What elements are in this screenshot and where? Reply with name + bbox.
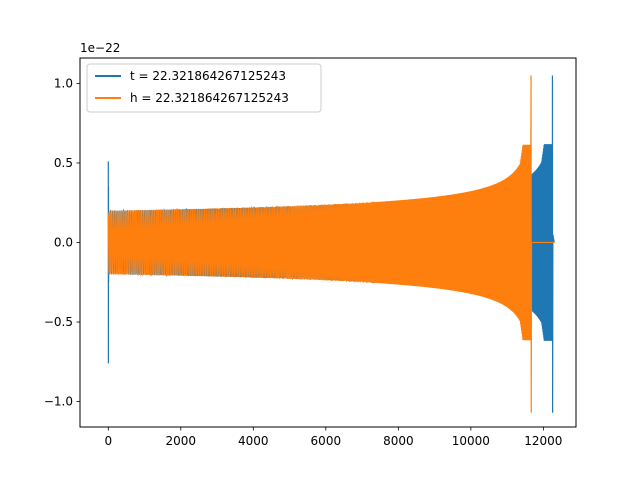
y-axis-offset-label: 1e−22	[80, 41, 120, 55]
x-tick-label: 8000	[383, 434, 414, 448]
x-tick-label: 4000	[238, 434, 269, 448]
y-axis: −1.0 −0.5 0.0 0.5 1.0	[44, 76, 80, 409]
y-tick-label: −0.5	[44, 315, 73, 329]
series-group	[107, 75, 555, 413]
y-tick-label: 0.0	[54, 236, 73, 250]
series-line-h	[107, 75, 555, 413]
plot-area	[107, 75, 555, 413]
x-tick-label: 6000	[311, 434, 342, 448]
y-tick-label: −1.0	[44, 395, 73, 409]
x-tick-label: 12000	[524, 434, 562, 448]
legend-box	[86, 63, 322, 113]
y-tick-label: 0.5	[54, 156, 73, 170]
x-tick-label: 10000	[452, 434, 490, 448]
x-tick-label: 0	[104, 434, 112, 448]
x-axis: 0 2000 4000 6000 8000 10000 12000	[104, 427, 562, 448]
x-tick-label: 2000	[166, 434, 197, 448]
legend-label-t: t = 22.321864267125243	[130, 69, 286, 83]
legend: t = 22.321864267125243 h = 22.3218642671…	[86, 63, 322, 113]
y-tick-label: 1.0	[54, 76, 73, 90]
legend-label-h: h = 22.321864267125243	[130, 91, 289, 105]
